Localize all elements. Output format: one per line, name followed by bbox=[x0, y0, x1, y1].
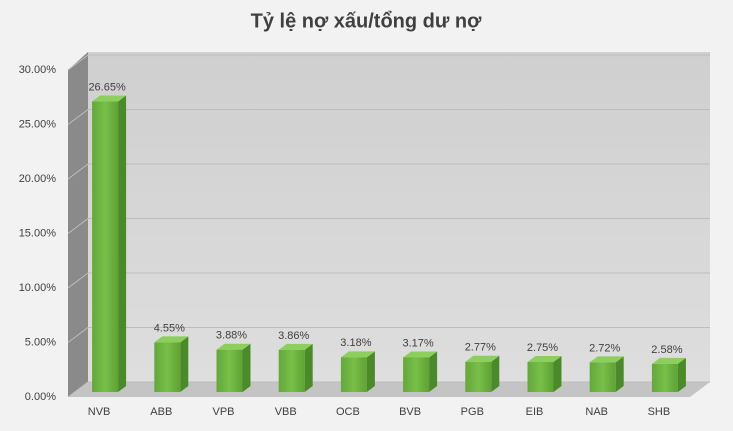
bar-top bbox=[278, 343, 313, 350]
bar-side bbox=[180, 336, 189, 392]
data-label: 3.18% bbox=[340, 337, 371, 349]
y-tick-label: 30.00% bbox=[19, 64, 57, 76]
y-tick-label: 0.00% bbox=[25, 391, 56, 403]
bar-top bbox=[154, 336, 189, 343]
grid-line bbox=[67, 109, 710, 125]
chart-title: Tỷ lệ nợ xấu/tổng dư nợ bbox=[251, 10, 482, 32]
bar-top bbox=[465, 355, 500, 362]
bar bbox=[589, 362, 616, 392]
x-tick-label: BVB bbox=[399, 406, 421, 418]
bar bbox=[465, 361, 492, 392]
bar bbox=[216, 349, 243, 392]
grid-line bbox=[67, 381, 710, 398]
bar bbox=[92, 101, 119, 392]
y-tick-label: 25.00% bbox=[19, 118, 57, 130]
bar-top bbox=[403, 351, 438, 358]
bar-side bbox=[304, 343, 313, 392]
data-label: 2.72% bbox=[589, 342, 620, 354]
bar-top bbox=[216, 343, 251, 350]
bar-side bbox=[366, 351, 375, 392]
grid-line bbox=[67, 272, 710, 289]
bar-side bbox=[118, 95, 127, 392]
y-tick-label: 5.00% bbox=[25, 336, 56, 348]
data-label: 2.58% bbox=[651, 344, 682, 356]
x-tick-label: NAB bbox=[585, 406, 608, 418]
x-tick-label: EIB bbox=[526, 406, 544, 418]
grid-line bbox=[67, 218, 710, 234]
bar bbox=[527, 362, 554, 392]
bar-side bbox=[429, 351, 438, 392]
bar-side bbox=[491, 355, 500, 392]
bar-top bbox=[340, 351, 375, 358]
x-tick-label: NVB bbox=[88, 406, 111, 418]
bar-side bbox=[615, 356, 624, 392]
bar-top bbox=[527, 356, 562, 363]
bar-top bbox=[589, 356, 624, 363]
grid-line bbox=[67, 163, 710, 180]
x-tick-label: VPB bbox=[212, 406, 234, 418]
grid-line bbox=[67, 327, 710, 343]
side-wall bbox=[68, 52, 88, 397]
data-label: 4.55% bbox=[154, 322, 185, 334]
y-tick-label: 20.00% bbox=[19, 173, 57, 185]
bar-side bbox=[553, 356, 562, 392]
bar bbox=[651, 363, 678, 392]
x-tick-label: OCB bbox=[336, 406, 360, 418]
bar-top bbox=[92, 95, 127, 102]
grid-line bbox=[67, 54, 710, 71]
bar-side bbox=[677, 357, 686, 392]
x-tick-label: SHB bbox=[648, 406, 671, 418]
data-label: 2.75% bbox=[527, 342, 558, 354]
bar-side bbox=[242, 343, 251, 392]
back-wall bbox=[88, 52, 710, 382]
data-label: 3.86% bbox=[278, 330, 309, 342]
data-label: 2.77% bbox=[465, 342, 496, 354]
x-tick-label: PGB bbox=[461, 406, 484, 418]
bar bbox=[403, 357, 430, 392]
x-tick-label: VBB bbox=[275, 406, 297, 418]
bar bbox=[154, 342, 181, 392]
data-label: 3.88% bbox=[216, 330, 247, 342]
y-tick-label: 10.00% bbox=[19, 282, 57, 294]
data-label: 26.65% bbox=[88, 81, 126, 93]
bar-top bbox=[651, 357, 686, 364]
bar bbox=[278, 349, 305, 392]
bar bbox=[340, 357, 367, 392]
x-tick-label: ABB bbox=[150, 406, 172, 418]
y-tick-label: 15.00% bbox=[19, 227, 57, 239]
data-label: 3.17% bbox=[402, 337, 433, 349]
